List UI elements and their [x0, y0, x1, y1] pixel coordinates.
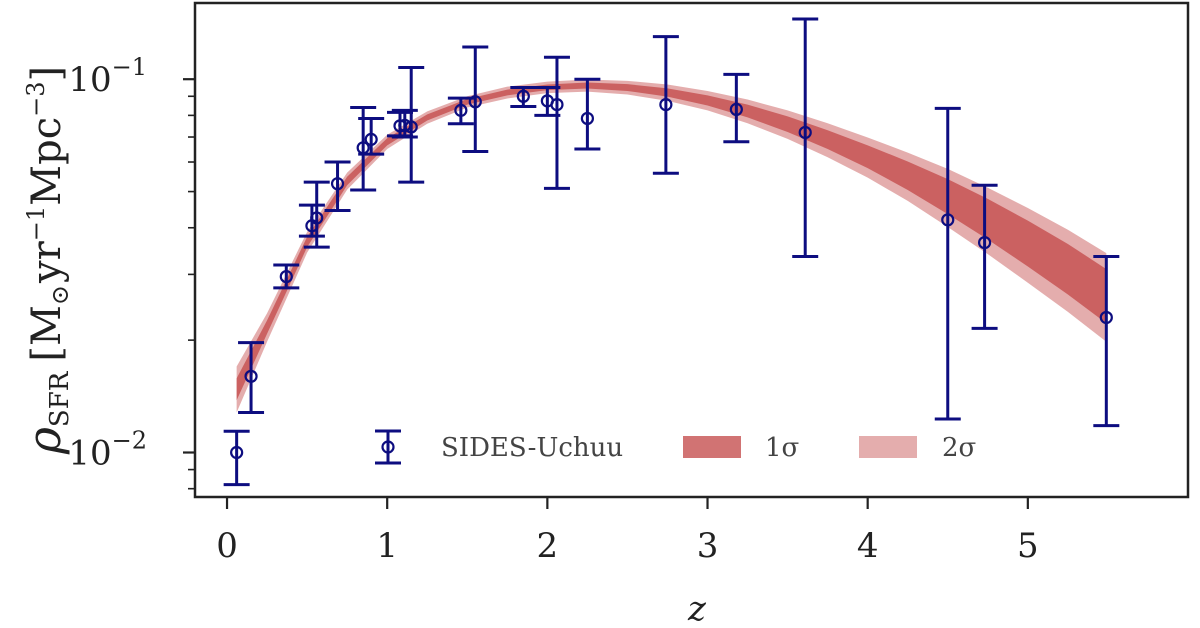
band-1sigma: [236, 82, 1107, 401]
point-marker: [516, 89, 530, 103]
legend-marker: [381, 440, 395, 454]
y-axis: 10−2 10−1: [68, 53, 195, 490]
data-point: [324, 160, 351, 212]
point-marker: [941, 213, 955, 227]
y-label-mpc: Mpc: [24, 117, 70, 206]
legend-label: 2σ: [942, 433, 976, 463]
data-points: [223, 17, 1120, 487]
point-marker: [977, 235, 992, 250]
y-label-units-prefix: [M: [24, 305, 70, 362]
legend-label: SIDES-Uchuu: [441, 433, 623, 463]
data-point: [447, 96, 474, 126]
y-tick-label: 10−1: [68, 53, 147, 100]
legend-swatch: [683, 436, 741, 458]
y-label-yr: yr: [24, 240, 70, 284]
y-label-subscript: SFR: [45, 370, 75, 427]
point-marker: [550, 97, 564, 112]
data-point: [574, 77, 601, 151]
data-point: [723, 72, 750, 144]
point-marker: [659, 97, 673, 112]
y-label-units-suffix: ]: [24, 66, 70, 82]
band-2sigma: [236, 79, 1107, 413]
point-marker: [1099, 310, 1113, 325]
data-point: [792, 17, 819, 259]
x-tick-label: 1: [376, 526, 398, 566]
data-point: [303, 180, 330, 249]
point-marker: [244, 369, 258, 383]
point-marker: [468, 95, 482, 109]
confidence-bands: [236, 79, 1107, 413]
y-label-mpc-exp: −3: [22, 81, 50, 116]
point-marker: [454, 103, 468, 117]
point-marker: [230, 445, 244, 460]
point-marker: [330, 177, 345, 191]
x-axis-label: z: [687, 589, 707, 628]
plot-frame: [193, 1, 1190, 499]
y-tick-label: 10−2: [68, 427, 147, 474]
x-axis: 0 1 2 3 4 5: [216, 497, 1039, 566]
data-point: [934, 106, 961, 421]
legend-swatch: [859, 436, 917, 458]
x-tick-label: 0: [216, 526, 238, 566]
data-point: [273, 263, 300, 290]
x-tick-label: 3: [697, 526, 719, 566]
y-label-symbol: ρ: [17, 427, 71, 455]
y-axis-label: ρSFR [M⊙yr−1Mpc−3]: [17, 66, 75, 455]
point-marker: [404, 120, 418, 134]
point-marker: [279, 269, 293, 284]
data-point: [358, 116, 385, 156]
point-marker: [580, 111, 594, 126]
data-point: [462, 45, 489, 154]
y-label-sun-symbol: ⊙: [46, 285, 74, 305]
y-label-yr-exp: −1: [22, 206, 50, 241]
data-point: [652, 35, 679, 175]
point-marker: [729, 102, 743, 117]
legend-label: 1σ: [765, 433, 799, 463]
legend-item: SIDES-Uchuu: [375, 429, 623, 465]
data-point: [971, 183, 998, 330]
data-point: [223, 429, 250, 487]
x-tick-label: 4: [857, 526, 879, 566]
data-point: [510, 86, 537, 109]
point-marker: [798, 125, 812, 140]
data-point: [398, 65, 425, 184]
data-point: [238, 341, 265, 414]
data-point: [1093, 255, 1120, 428]
legend: SIDES-Uchuu 1σ 2σ: [375, 429, 976, 465]
legend-item: 2σ: [859, 433, 976, 463]
x-tick-label: 5: [1017, 526, 1039, 566]
point-marker: [364, 132, 378, 146]
point-marker: [310, 211, 324, 225]
svg-text:ρSFR[M⊙yr−1Mpc−3]: ρSFR [M⊙yr−1Mpc−3]: [17, 66, 75, 455]
legend-item: 1σ: [683, 433, 799, 463]
x-tick-label: 2: [537, 526, 559, 566]
data-point: [543, 55, 570, 190]
